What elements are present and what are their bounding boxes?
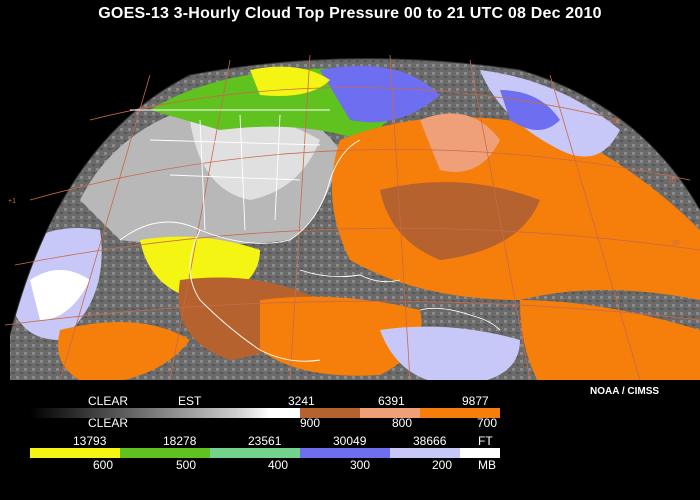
legend-bar-low (30, 408, 500, 418)
legend-swatch-500 (120, 448, 210, 458)
legend-swatch-top (460, 448, 500, 458)
legend-swatch-700 (420, 408, 500, 418)
legend-unit-mb: MB (478, 458, 496, 472)
legend-swatch-300 (300, 448, 390, 458)
grid-tick-label: 30 (672, 240, 680, 247)
legend-swatch-600 (30, 448, 120, 458)
legend-pressure-mb: 800 (392, 416, 413, 430)
lat-lon-grid (4, 54, 700, 381)
legend-clear-label: CLEAR (88, 416, 129, 430)
cloud-top-pressure-map: 50 40 30 +1 (4, 54, 700, 381)
coastlines (119, 109, 501, 362)
legend-height-ft: 38666 (413, 434, 447, 448)
color-legend: CLEAR EST 3241 6391 9877 CLEAR 900 800 7… (0, 390, 515, 500)
legend-height-ft: 23561 (248, 434, 282, 448)
legend-height-ft: 6391 (378, 394, 405, 408)
legend-pressure-mb: 700 (477, 416, 498, 430)
legend-swatch-800 (360, 408, 450, 418)
legend-pressure-mb: 200 (432, 458, 453, 472)
legend-pressure-mb: 300 (350, 458, 371, 472)
earth-disk (10, 58, 700, 381)
legend-swatch-200 (390, 448, 460, 458)
legend-height-ft: 18278 (163, 434, 197, 448)
legend-unit-ft: FT (478, 434, 493, 448)
legend-swatch-400 (210, 448, 300, 458)
legend-clear-label: CLEAR (88, 394, 129, 408)
page-title: GOES-13 3-Hourly Cloud Top Pressure 00 t… (98, 5, 602, 22)
grid-tick-label: 50 (612, 119, 620, 126)
legend-height-ft: 9877 (462, 394, 489, 408)
legend-height-ft: 3241 (288, 394, 315, 408)
legend-gray-gradient (30, 408, 270, 418)
legend-swatch-900 (300, 408, 360, 418)
grid-tick-label: +1 (8, 198, 16, 205)
legend-pressure-mb: 400 (268, 458, 289, 472)
legend-height-ft: 30049 (333, 434, 367, 448)
legend-pressure-mb: 900 (300, 416, 321, 430)
legend-pressure-mb: 600 (93, 458, 114, 472)
legend-pressure-mb: 500 (176, 458, 197, 472)
grid-tick-label: 40 (668, 178, 676, 185)
legend-est-label: EST (178, 394, 202, 408)
legend-height-ft: 13793 (73, 434, 107, 448)
credit-label: NOAA / CIMSS (590, 386, 660, 397)
legend-bar-high (30, 448, 500, 458)
